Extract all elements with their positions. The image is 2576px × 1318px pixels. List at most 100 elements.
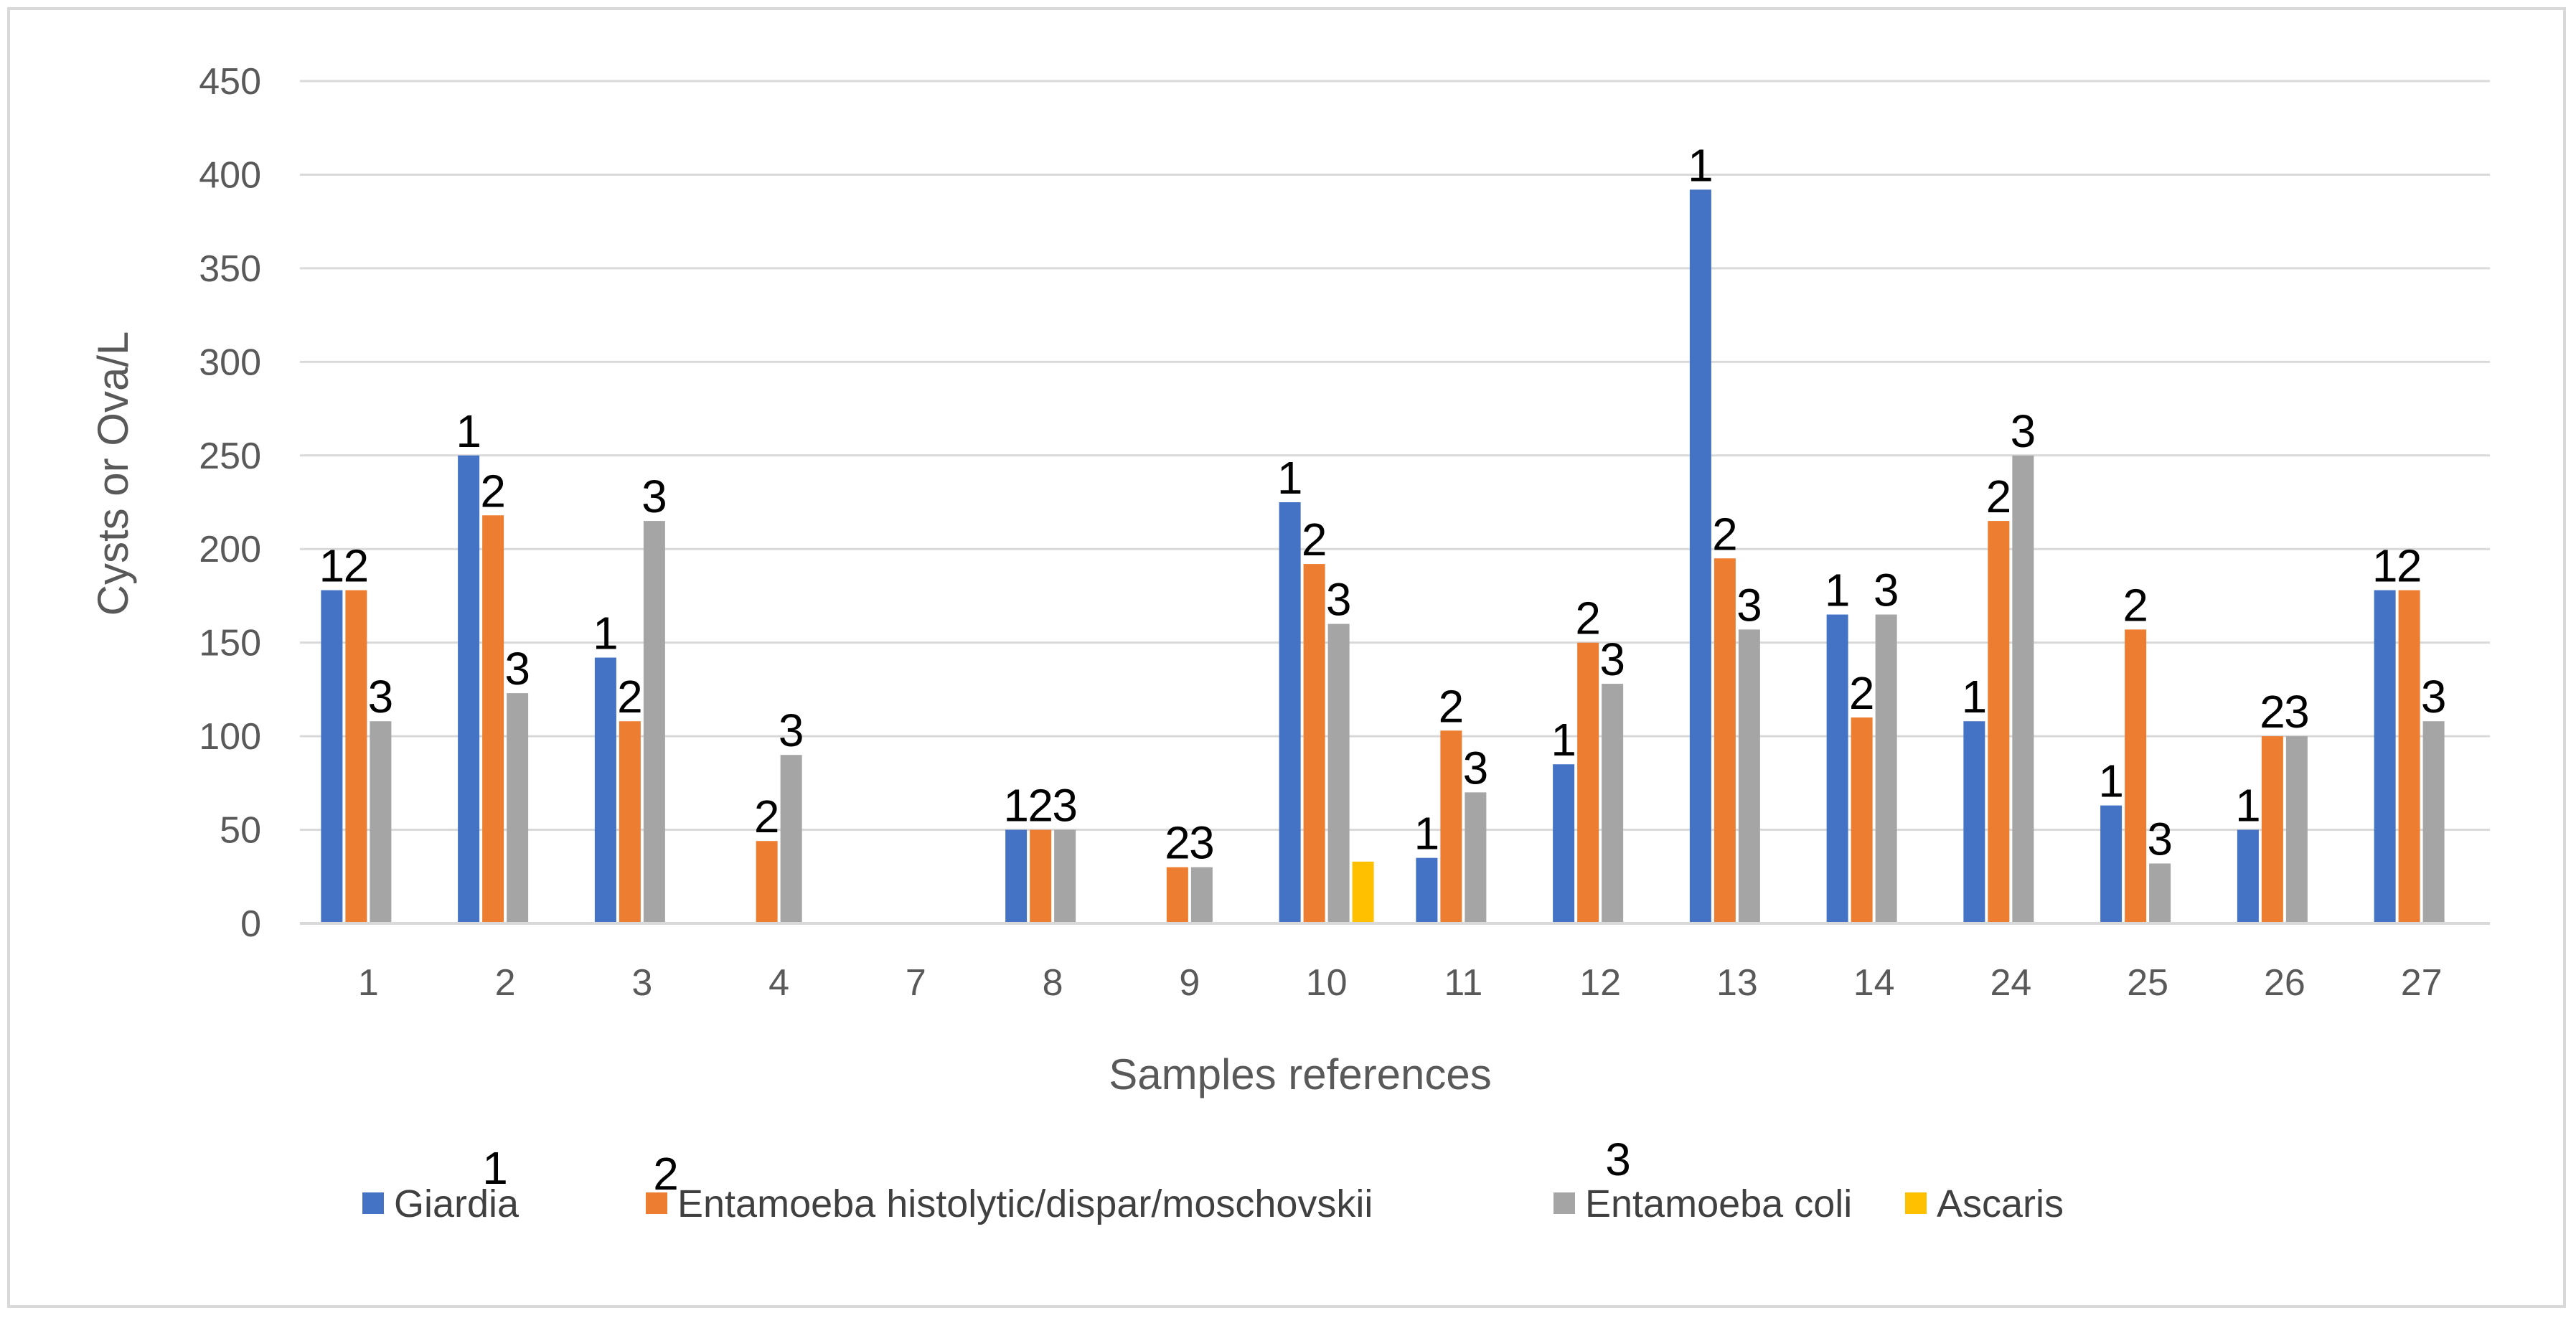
bar-data-label: 3 — [1463, 742, 1489, 794]
bar-data-label: 3 — [1599, 634, 1625, 685]
bar — [2100, 805, 2123, 923]
bar-data-label: 2 — [1575, 593, 1601, 644]
bar-data-label: 2 — [1712, 508, 1738, 560]
y-tick-label: 50 — [220, 810, 261, 852]
y-tick-label: 300 — [199, 342, 261, 383]
x-tick-label: 4 — [768, 962, 789, 1004]
bar — [345, 590, 367, 923]
y-tick-label: 150 — [199, 623, 261, 664]
bar — [2012, 455, 2034, 923]
x-tick-label: 11 — [1444, 962, 1482, 1004]
bar-data-label: 2 — [2123, 579, 2148, 631]
x-tick-label: 27 — [2401, 962, 2443, 1004]
bar — [780, 755, 802, 923]
bar-data-label: 2 — [1849, 667, 1875, 719]
bar — [507, 693, 529, 923]
x-tick-label: 25 — [2127, 962, 2168, 1004]
bar — [1054, 829, 1076, 923]
legend-annotation: 2 — [653, 1148, 679, 1200]
bar — [1440, 730, 1462, 923]
bar-data-label: 2 — [2397, 540, 2422, 592]
x-tick-label: 1 — [358, 962, 379, 1004]
bar-data-label: 2 — [1028, 780, 1053, 832]
y-tick-label: 250 — [199, 436, 261, 477]
x-tick-label: 26 — [2264, 962, 2305, 1004]
x-tick-label: 14 — [1853, 962, 1895, 1004]
bar-data-label: 3 — [1736, 579, 1762, 631]
bars — [321, 189, 2445, 923]
bar — [1875, 614, 1897, 923]
bar-data-label: 2 — [1302, 514, 1327, 565]
bar — [1602, 684, 1624, 923]
bar-data-label: 1 — [1825, 565, 1851, 616]
bar — [1279, 502, 1301, 923]
bar — [1963, 721, 1985, 923]
x-tick-label: 8 — [1043, 962, 1063, 1004]
bar-data-label: 1 — [593, 608, 619, 659]
bar — [1553, 764, 1575, 923]
bar-data-label: 1 — [1551, 714, 1576, 766]
bar — [458, 455, 480, 923]
bar — [482, 515, 504, 923]
bar-data-label: 3 — [1189, 817, 1215, 869]
bar — [2374, 590, 2396, 923]
bar-data-label: 3 — [1874, 565, 1899, 616]
bar-data-label: 2 — [480, 465, 506, 517]
x-tick-label: 10 — [1306, 962, 1348, 1004]
bar-data-label: 1 — [2235, 780, 2261, 832]
legend-swatch — [362, 1192, 384, 1214]
bar — [643, 521, 665, 923]
bar — [2237, 829, 2259, 923]
x-tick-label: 12 — [1579, 962, 1621, 1004]
bar — [1166, 867, 1188, 923]
bar — [2149, 863, 2171, 923]
y-axis-title: Cysts or Ova/L — [89, 331, 137, 616]
bar — [2261, 736, 2283, 923]
bar-data-label: 1 — [1414, 808, 1440, 860]
bar-data-label: 1 — [456, 405, 481, 457]
y-tick-label: 400 — [199, 154, 261, 196]
y-tick-label: 0 — [240, 903, 261, 945]
bar — [1190, 867, 1213, 923]
legend-annotation: 3 — [1605, 1134, 1631, 1185]
y-tick-label: 200 — [199, 529, 261, 570]
bar — [619, 721, 641, 923]
bar — [1851, 717, 1873, 923]
bar-data-label: 2 — [344, 540, 370, 592]
bar — [2422, 721, 2445, 923]
bar — [756, 841, 778, 923]
bar-data-label: 3 — [2421, 671, 2447, 722]
bar-data-label: 1 — [2098, 756, 2124, 807]
y-tick-label: 100 — [199, 716, 261, 758]
bar-data-label: 3 — [2011, 405, 2036, 457]
bar — [1352, 861, 1374, 923]
x-tick-label: 3 — [631, 962, 652, 1004]
bar-data-label: 2 — [617, 671, 643, 722]
bar-data-label: 3 — [368, 671, 394, 722]
bar-data-label: 1 — [1688, 139, 1714, 191]
bar — [1689, 189, 1711, 923]
y-tick-label: 350 — [199, 248, 261, 290]
bar — [1826, 614, 1848, 923]
bar — [1327, 623, 1350, 923]
x-axis-title: Samples references — [1109, 1050, 1492, 1098]
legend: Giardia Entamoeba histolytic/dispar/mosch… — [362, 1134, 2064, 1225]
bar-data-label: 1 — [2372, 540, 2398, 592]
bar — [1714, 558, 1736, 923]
x-axis-ticks: 1 2 3 4 7 8 9 10 11 12 13 14 24 25 26 27 — [358, 962, 2443, 1004]
bar — [1005, 829, 1028, 923]
x-tick-label: 24 — [1990, 962, 2031, 1004]
legend-label: Entamoeba histolytic/dispar/moschovskii — [677, 1182, 1373, 1225]
x-tick-label: 9 — [1179, 962, 1200, 1004]
bar — [1416, 857, 1438, 923]
x-tick-label: 13 — [1716, 962, 1758, 1004]
bar — [370, 721, 392, 923]
bar-data-label: 3 — [641, 471, 667, 522]
legend-annotation: 1 — [482, 1142, 508, 1194]
bar — [1738, 629, 1760, 923]
bar-data-label: 3 — [504, 643, 530, 695]
bar-data-label: 2 — [2260, 686, 2285, 738]
bar-data-label: 3 — [2147, 814, 2173, 865]
bar-data-label: 2 — [1165, 817, 1190, 869]
